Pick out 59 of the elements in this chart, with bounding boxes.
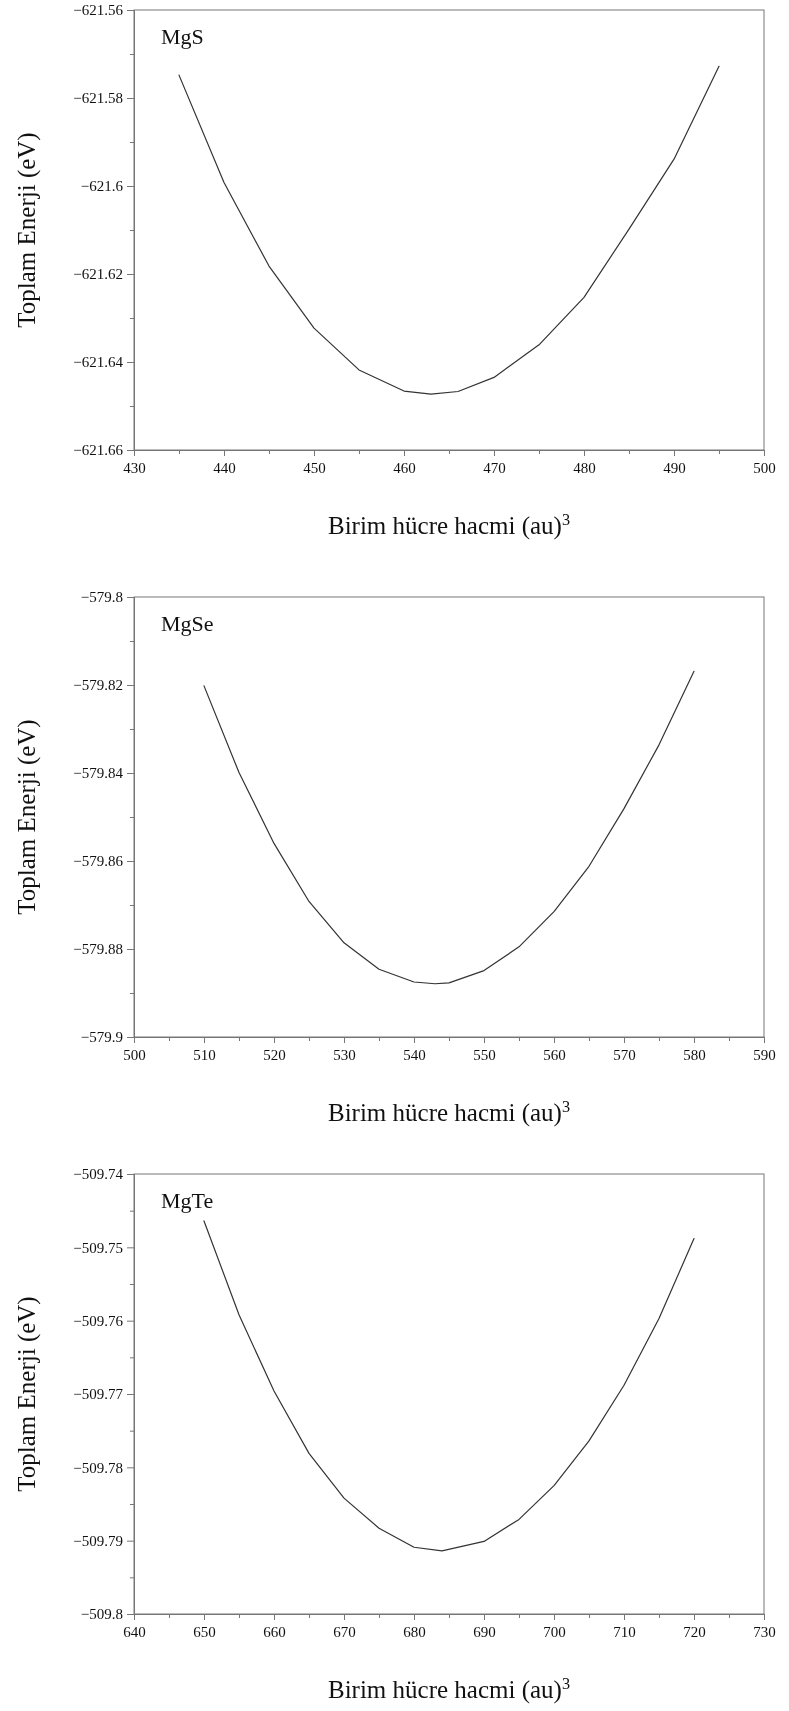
y-tick-label: −621.64 bbox=[73, 354, 124, 371]
y-axis-title: Toplam Enerji (eV) bbox=[13, 132, 41, 328]
y-tick-label: −509.74 bbox=[73, 1166, 124, 1183]
line-series bbox=[203, 670, 695, 985]
x-tick-label: 710 bbox=[613, 1623, 636, 1640]
y-tick-label: −621.6 bbox=[80, 178, 124, 195]
y-tick-label: −621.56 bbox=[73, 2, 124, 19]
y-tick-label: −509.8 bbox=[80, 1606, 123, 1623]
x-tick-label: 640 bbox=[123, 1623, 146, 1640]
y-tick-label: −509.77 bbox=[73, 1386, 124, 1403]
y-tick-label: −579.82 bbox=[73, 677, 123, 694]
x-tick-label: 440 bbox=[213, 459, 236, 476]
y-tick-label: −579.84 bbox=[73, 765, 124, 782]
x-tick-label: 730 bbox=[753, 1623, 776, 1640]
y-tick-label: −509.75 bbox=[73, 1239, 123, 1256]
x-tick-label: 450 bbox=[303, 459, 326, 476]
x-axis-title: Birim hücre hacmi (au)$^{3}$ bbox=[327, 1675, 571, 1704]
y-axis-title: Toplam Enerji (eV) bbox=[13, 719, 41, 915]
text: MgS bbox=[161, 24, 204, 49]
x-tick-label: 570 bbox=[613, 1046, 636, 1063]
x-tick-label: 530 bbox=[333, 1046, 356, 1063]
x-tick-label: 500 bbox=[123, 1046, 146, 1063]
y-tick-label: −509.76 bbox=[73, 1312, 124, 1329]
y-tick-label: −579.8 bbox=[80, 589, 123, 606]
x-tick-label: 490 bbox=[663, 459, 686, 476]
x-tick-label: 550 bbox=[473, 1046, 496, 1063]
y-tick-label: −579.88 bbox=[73, 941, 123, 958]
y-tick-label: −509.78 bbox=[73, 1459, 123, 1476]
x-tick-label: 670 bbox=[333, 1623, 356, 1640]
x-tick-label: 680 bbox=[403, 1623, 426, 1640]
x-tick-label: 460 bbox=[393, 459, 416, 476]
x-tick-label: 470 bbox=[483, 459, 506, 476]
text: MgSe bbox=[161, 611, 214, 636]
y-tick-label: −579.86 bbox=[73, 853, 124, 870]
y-tick-label: −579.9 bbox=[80, 1029, 123, 1046]
x-tick-label: 500 bbox=[753, 459, 776, 476]
y-tick-label: −621.58 bbox=[73, 90, 123, 107]
x-tick-label: 540 bbox=[403, 1046, 426, 1063]
y-tick-label: −509.79 bbox=[73, 1532, 123, 1549]
x-tick-label: 510 bbox=[193, 1046, 216, 1063]
y-tick-label: −621.62 bbox=[73, 266, 123, 283]
x-tick-label: 590 bbox=[753, 1046, 776, 1063]
x-tick-label: 650 bbox=[193, 1623, 216, 1640]
line-series bbox=[203, 1220, 695, 1552]
x-tick-label: 580 bbox=[683, 1046, 706, 1063]
x-tick-label: 700 bbox=[543, 1623, 566, 1640]
x-tick-label: 520 bbox=[263, 1046, 286, 1063]
x-axis-title: Birim hücre hacmi (au)$^{3}$ bbox=[327, 511, 571, 540]
line-series bbox=[178, 65, 720, 395]
x-tick-label: 660 bbox=[263, 1623, 286, 1640]
x-tick-label: 720 bbox=[683, 1623, 706, 1640]
x-tick-label: 430 bbox=[123, 459, 146, 476]
y-axis-title: Toplam Enerji (eV) bbox=[13, 1296, 41, 1492]
x-tick-label: 480 bbox=[573, 459, 596, 476]
x-tick-label: 560 bbox=[543, 1046, 566, 1063]
x-axis-title: Birim hücre hacmi (au)$^{3}$ bbox=[327, 1098, 571, 1127]
text: MgTe bbox=[161, 1188, 214, 1213]
y-tick-label: −621.66 bbox=[73, 442, 124, 459]
x-tick-label: 690 bbox=[473, 1623, 496, 1640]
